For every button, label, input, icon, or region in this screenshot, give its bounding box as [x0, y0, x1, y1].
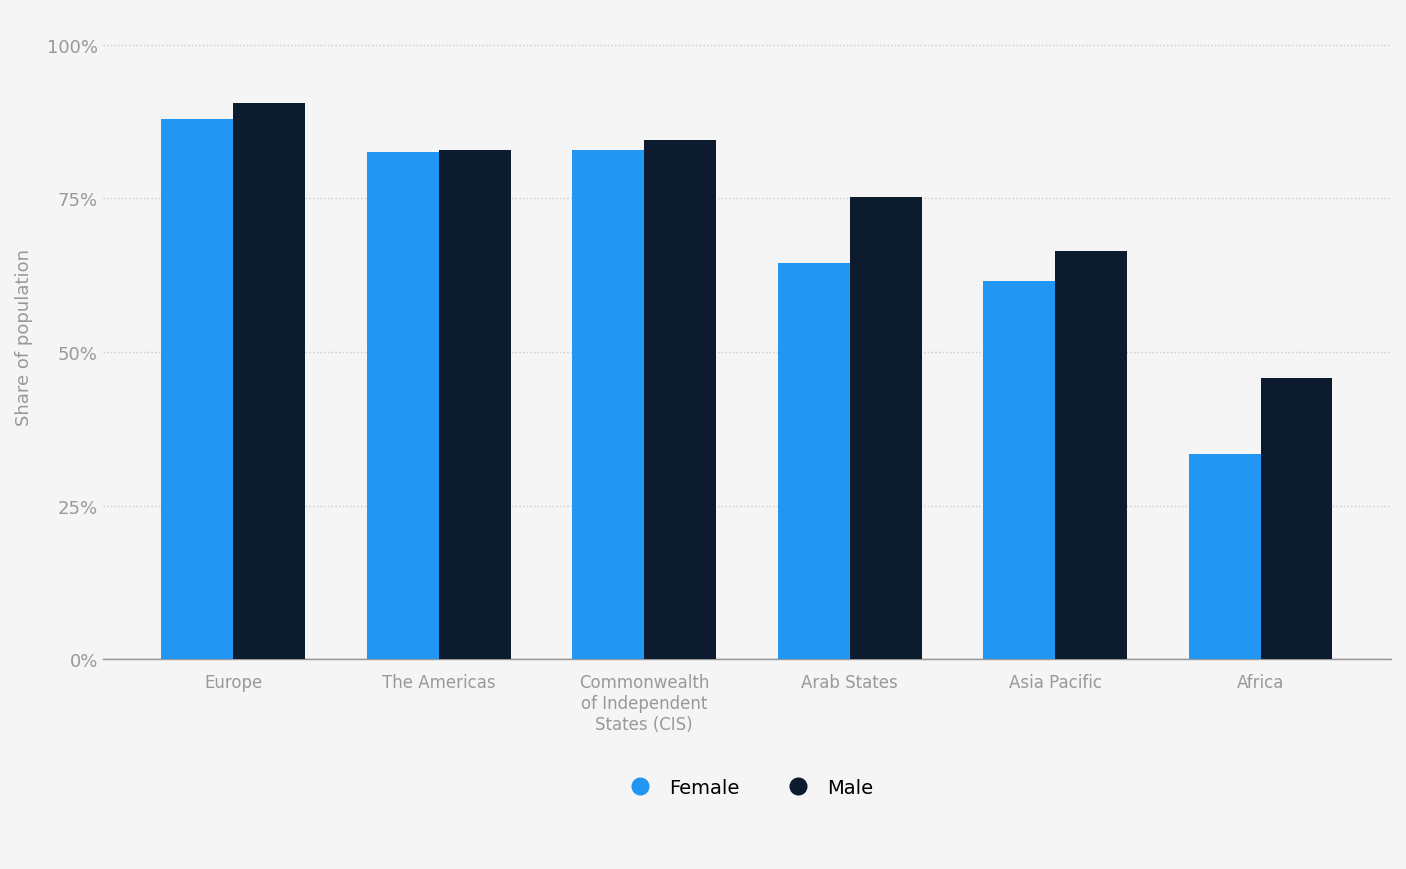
Bar: [644, 141, 716, 660]
Bar: [849, 198, 921, 660]
Bar: [778, 263, 849, 660]
Bar: [367, 153, 439, 660]
Bar: [572, 151, 644, 660]
Legend: Female, Male: Female, Male: [613, 770, 882, 805]
Bar: [233, 104, 305, 660]
Bar: [1188, 454, 1261, 660]
Bar: [439, 151, 510, 660]
Bar: [1054, 251, 1128, 660]
Y-axis label: Share of population: Share of population: [15, 249, 32, 426]
Bar: [983, 282, 1054, 660]
Bar: [1261, 379, 1333, 660]
Bar: [162, 119, 233, 660]
